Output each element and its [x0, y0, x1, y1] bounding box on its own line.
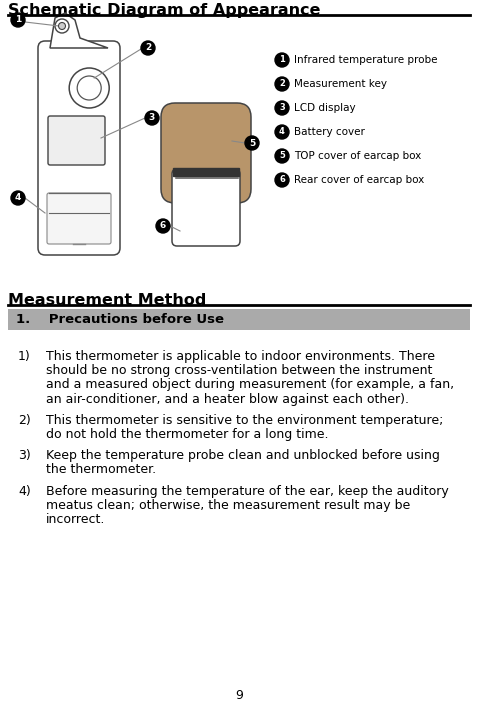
- Text: LCD display: LCD display: [294, 103, 356, 113]
- Text: Schematic Diagram of Appearance: Schematic Diagram of Appearance: [8, 3, 321, 18]
- Text: This thermometer is applicable to indoor environments. There: This thermometer is applicable to indoor…: [46, 350, 435, 363]
- Polygon shape: [173, 168, 239, 176]
- Text: 4: 4: [279, 127, 285, 137]
- Circle shape: [275, 125, 289, 139]
- Text: meatus clean; otherwise, the measurement result may be: meatus clean; otherwise, the measurement…: [46, 499, 410, 512]
- Text: incorrect.: incorrect.: [46, 513, 105, 526]
- Text: should be no strong cross-ventilation between the instrument: should be no strong cross-ventilation be…: [46, 364, 433, 377]
- Text: Before measuring the temperature of the ear, keep the auditory: Before measuring the temperature of the …: [46, 484, 449, 498]
- FancyBboxPatch shape: [48, 116, 105, 165]
- Text: 6: 6: [279, 176, 285, 185]
- Text: 5: 5: [249, 139, 255, 147]
- Text: 3: 3: [279, 103, 285, 113]
- Polygon shape: [50, 13, 108, 48]
- Text: 1: 1: [15, 16, 21, 25]
- Circle shape: [77, 76, 101, 100]
- Circle shape: [11, 13, 25, 27]
- Text: Battery cover: Battery cover: [294, 127, 365, 137]
- Text: 4: 4: [15, 193, 21, 202]
- Circle shape: [275, 173, 289, 187]
- Circle shape: [275, 77, 289, 91]
- Circle shape: [11, 191, 25, 205]
- Text: This thermometer is sensitive to the environment temperature;: This thermometer is sensitive to the env…: [46, 413, 444, 427]
- FancyBboxPatch shape: [47, 193, 111, 244]
- Text: Measurement key: Measurement key: [294, 79, 387, 89]
- Text: Measurement Method: Measurement Method: [8, 293, 206, 308]
- Text: 9: 9: [235, 689, 243, 702]
- Text: Rear cover of earcap box: Rear cover of earcap box: [294, 175, 424, 185]
- Text: 6: 6: [160, 222, 166, 231]
- FancyBboxPatch shape: [172, 169, 240, 246]
- Text: 2): 2): [18, 413, 31, 427]
- Text: do not hold the thermometer for a long time.: do not hold the thermometer for a long t…: [46, 428, 328, 441]
- Circle shape: [145, 111, 159, 125]
- Circle shape: [275, 53, 289, 67]
- FancyBboxPatch shape: [38, 41, 120, 255]
- Text: the thermometer.: the thermometer.: [46, 464, 156, 476]
- Circle shape: [275, 101, 289, 115]
- Text: Infrared temperature probe: Infrared temperature probe: [294, 55, 437, 65]
- Bar: [8, 309, 470, 330]
- Text: an air-conditioner, and a heater blow against each other).: an air-conditioner, and a heater blow ag…: [46, 393, 409, 406]
- Text: 3): 3): [18, 449, 31, 462]
- Text: Keep the temperature probe clean and unblocked before using: Keep the temperature probe clean and unb…: [46, 449, 440, 462]
- Circle shape: [69, 68, 109, 108]
- Text: 3: 3: [149, 113, 155, 122]
- Circle shape: [245, 136, 259, 150]
- Circle shape: [275, 149, 289, 163]
- Circle shape: [156, 219, 170, 233]
- Text: 4): 4): [18, 484, 31, 498]
- Text: and a measured object during measurement (for example, a fan,: and a measured object during measurement…: [46, 378, 454, 392]
- Circle shape: [141, 41, 155, 55]
- Text: 1): 1): [18, 350, 31, 363]
- Text: 2: 2: [145, 43, 151, 52]
- FancyBboxPatch shape: [161, 103, 251, 203]
- Text: 2: 2: [279, 79, 285, 88]
- Text: 1: 1: [279, 55, 285, 64]
- Text: TOP cover of earcap box: TOP cover of earcap box: [294, 151, 421, 161]
- Circle shape: [55, 19, 69, 33]
- Text: 1.    Precautions before Use: 1. Precautions before Use: [16, 313, 224, 326]
- Text: 5: 5: [279, 152, 285, 161]
- Circle shape: [58, 23, 65, 30]
